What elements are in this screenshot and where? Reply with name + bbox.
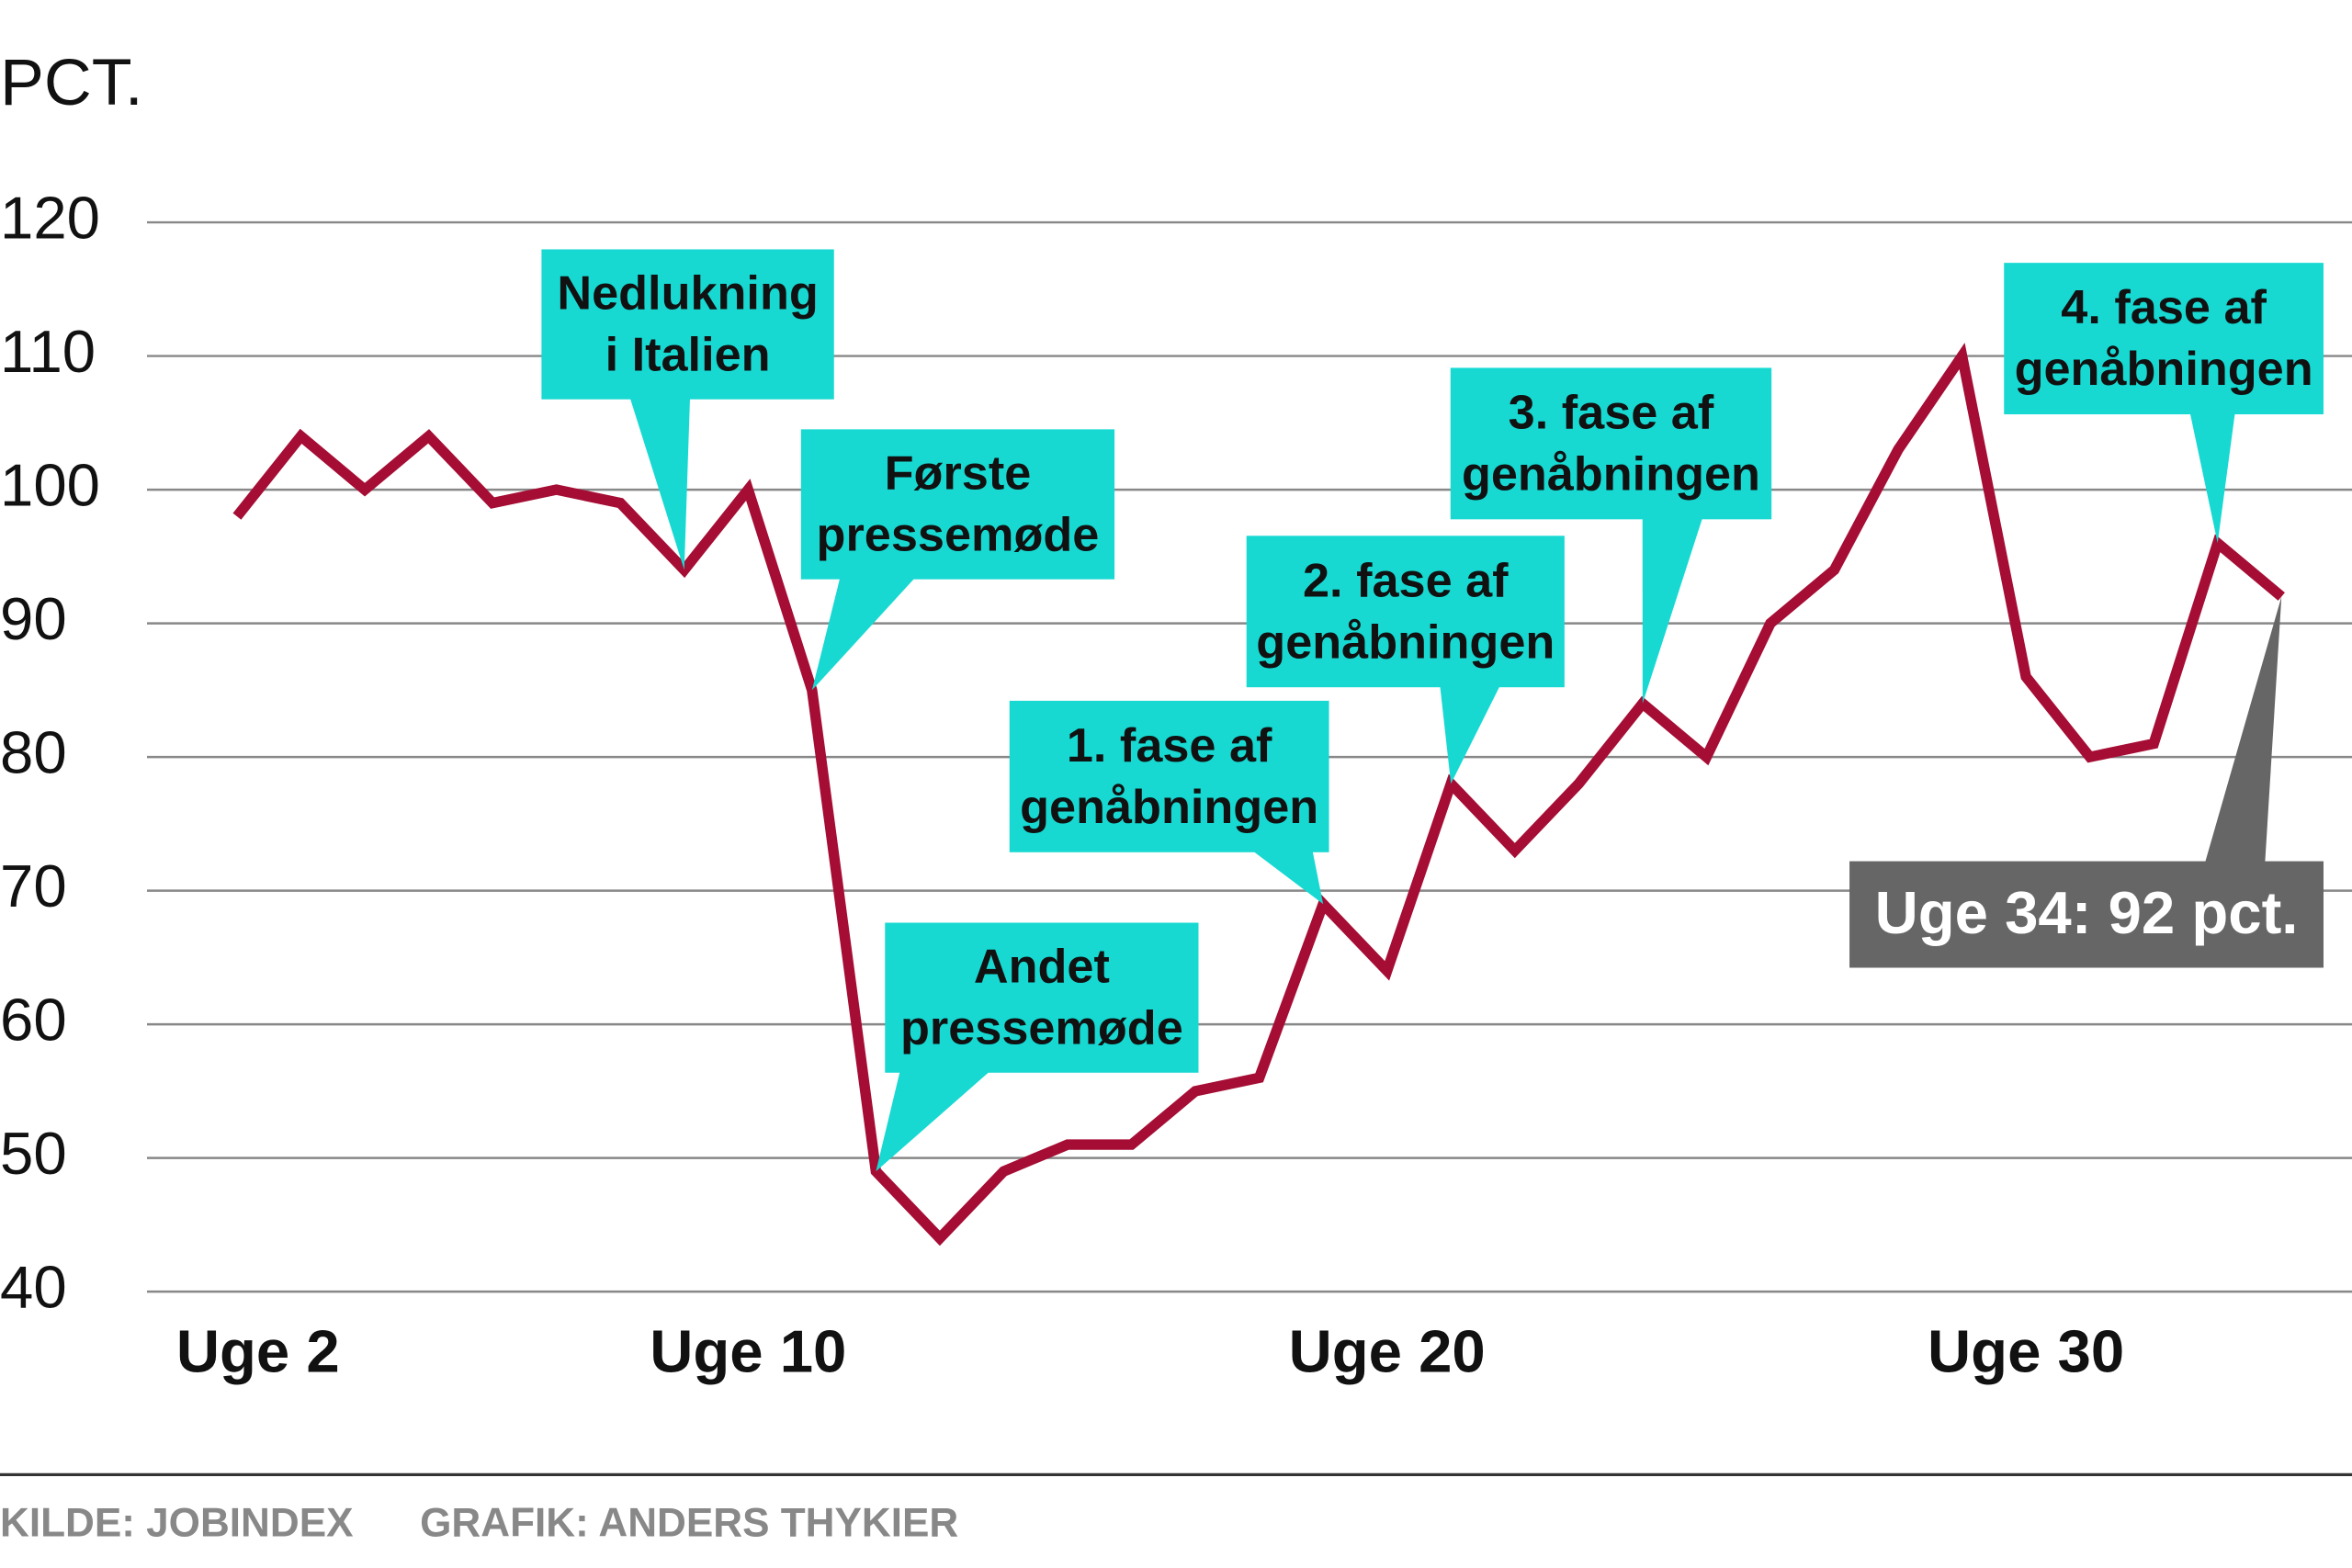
- data-line: [232, 343, 2285, 1247]
- credit: GRAFIK: ANDERS THYKIER: [420, 1500, 958, 1545]
- annotation-text: genåbningen: [1256, 615, 1555, 669]
- annotation: Uge 34: 92 pct.: [1849, 596, 2324, 968]
- annotation: 3. fase af genåbningen: [1450, 367, 1772, 704]
- annotation: 4. fase af genåbningen: [2004, 263, 2324, 544]
- annotation: 2. fase af genåbningen: [1246, 536, 1565, 784]
- annotation-text: genåbningen: [2015, 343, 2313, 396]
- annotation-pointer: [811, 578, 915, 691]
- annotation-text: 3. fase af: [1509, 386, 1714, 439]
- annotation-text: Første: [885, 447, 1032, 501]
- annotation-pointer: [2205, 596, 2282, 863]
- y-tick-label: 50: [0, 1120, 67, 1187]
- annotation-box: [800, 429, 1115, 580]
- annotation-text: 1. fase af: [1067, 719, 1272, 773]
- annotation-text: 2. fase af: [1303, 554, 1509, 607]
- y-tick-label: 100: [0, 451, 100, 518]
- annotation-text: genåbningen: [1462, 447, 1760, 501]
- annotation-pointer: [1252, 851, 1324, 905]
- annotation-pointer: [2189, 412, 2235, 544]
- annotation-text: Nedlukning: [557, 267, 818, 321]
- y-tick-label: 70: [0, 852, 67, 919]
- y-tick-label: 40: [0, 1253, 67, 1320]
- annotation-text: 4. fase af: [2061, 281, 2267, 334]
- y-tick-label: 120: [0, 184, 100, 251]
- annotation: Nedlukning i Italien: [541, 249, 834, 570]
- annotation: Andet pressemøde: [876, 922, 1199, 1172]
- annotation-box: [1849, 861, 2324, 968]
- annotation-pointer: [1440, 685, 1500, 784]
- source: KILDE: JOBINDEX: [0, 1500, 354, 1545]
- y-label: PCT.: [0, 46, 143, 119]
- annotation-text: pressemøde: [900, 1002, 1183, 1055]
- x-tick-label: Uge 2: [176, 1318, 340, 1385]
- y-tick-label: 80: [0, 718, 67, 785]
- annotation-text: pressemøde: [817, 509, 1100, 562]
- annotation-box: [1450, 367, 1772, 520]
- annotation-text: i Italien: [605, 329, 771, 382]
- annotation-box: [541, 249, 834, 400]
- annotation: 1. fase af genåbningen: [1009, 700, 1329, 905]
- annotation-text: Uge 34: 92 pct.: [1875, 879, 2299, 946]
- annotation-box: [2004, 263, 2324, 415]
- y-tick-label: 90: [0, 585, 67, 652]
- x-tick-label: Uge 30: [1928, 1318, 2124, 1385]
- annotation-box: [1009, 700, 1329, 852]
- annotation-text: genåbningen: [1020, 781, 1318, 834]
- annotation-pointer: [629, 398, 691, 570]
- y-tick-label: 60: [0, 986, 67, 1053]
- annotation-pointer: [1642, 517, 1703, 704]
- annotation-box: [885, 922, 1199, 1073]
- x-tick-label: Uge 20: [1289, 1318, 1486, 1385]
- y-tick-label: 110: [0, 318, 96, 385]
- annotation-text: Andet: [974, 941, 1110, 994]
- annotation: Første pressemøde: [800, 429, 1115, 691]
- annotation-box: [1246, 536, 1565, 688]
- x-tick-label: Uge 10: [650, 1318, 846, 1385]
- annotation-pointer: [876, 1071, 990, 1172]
